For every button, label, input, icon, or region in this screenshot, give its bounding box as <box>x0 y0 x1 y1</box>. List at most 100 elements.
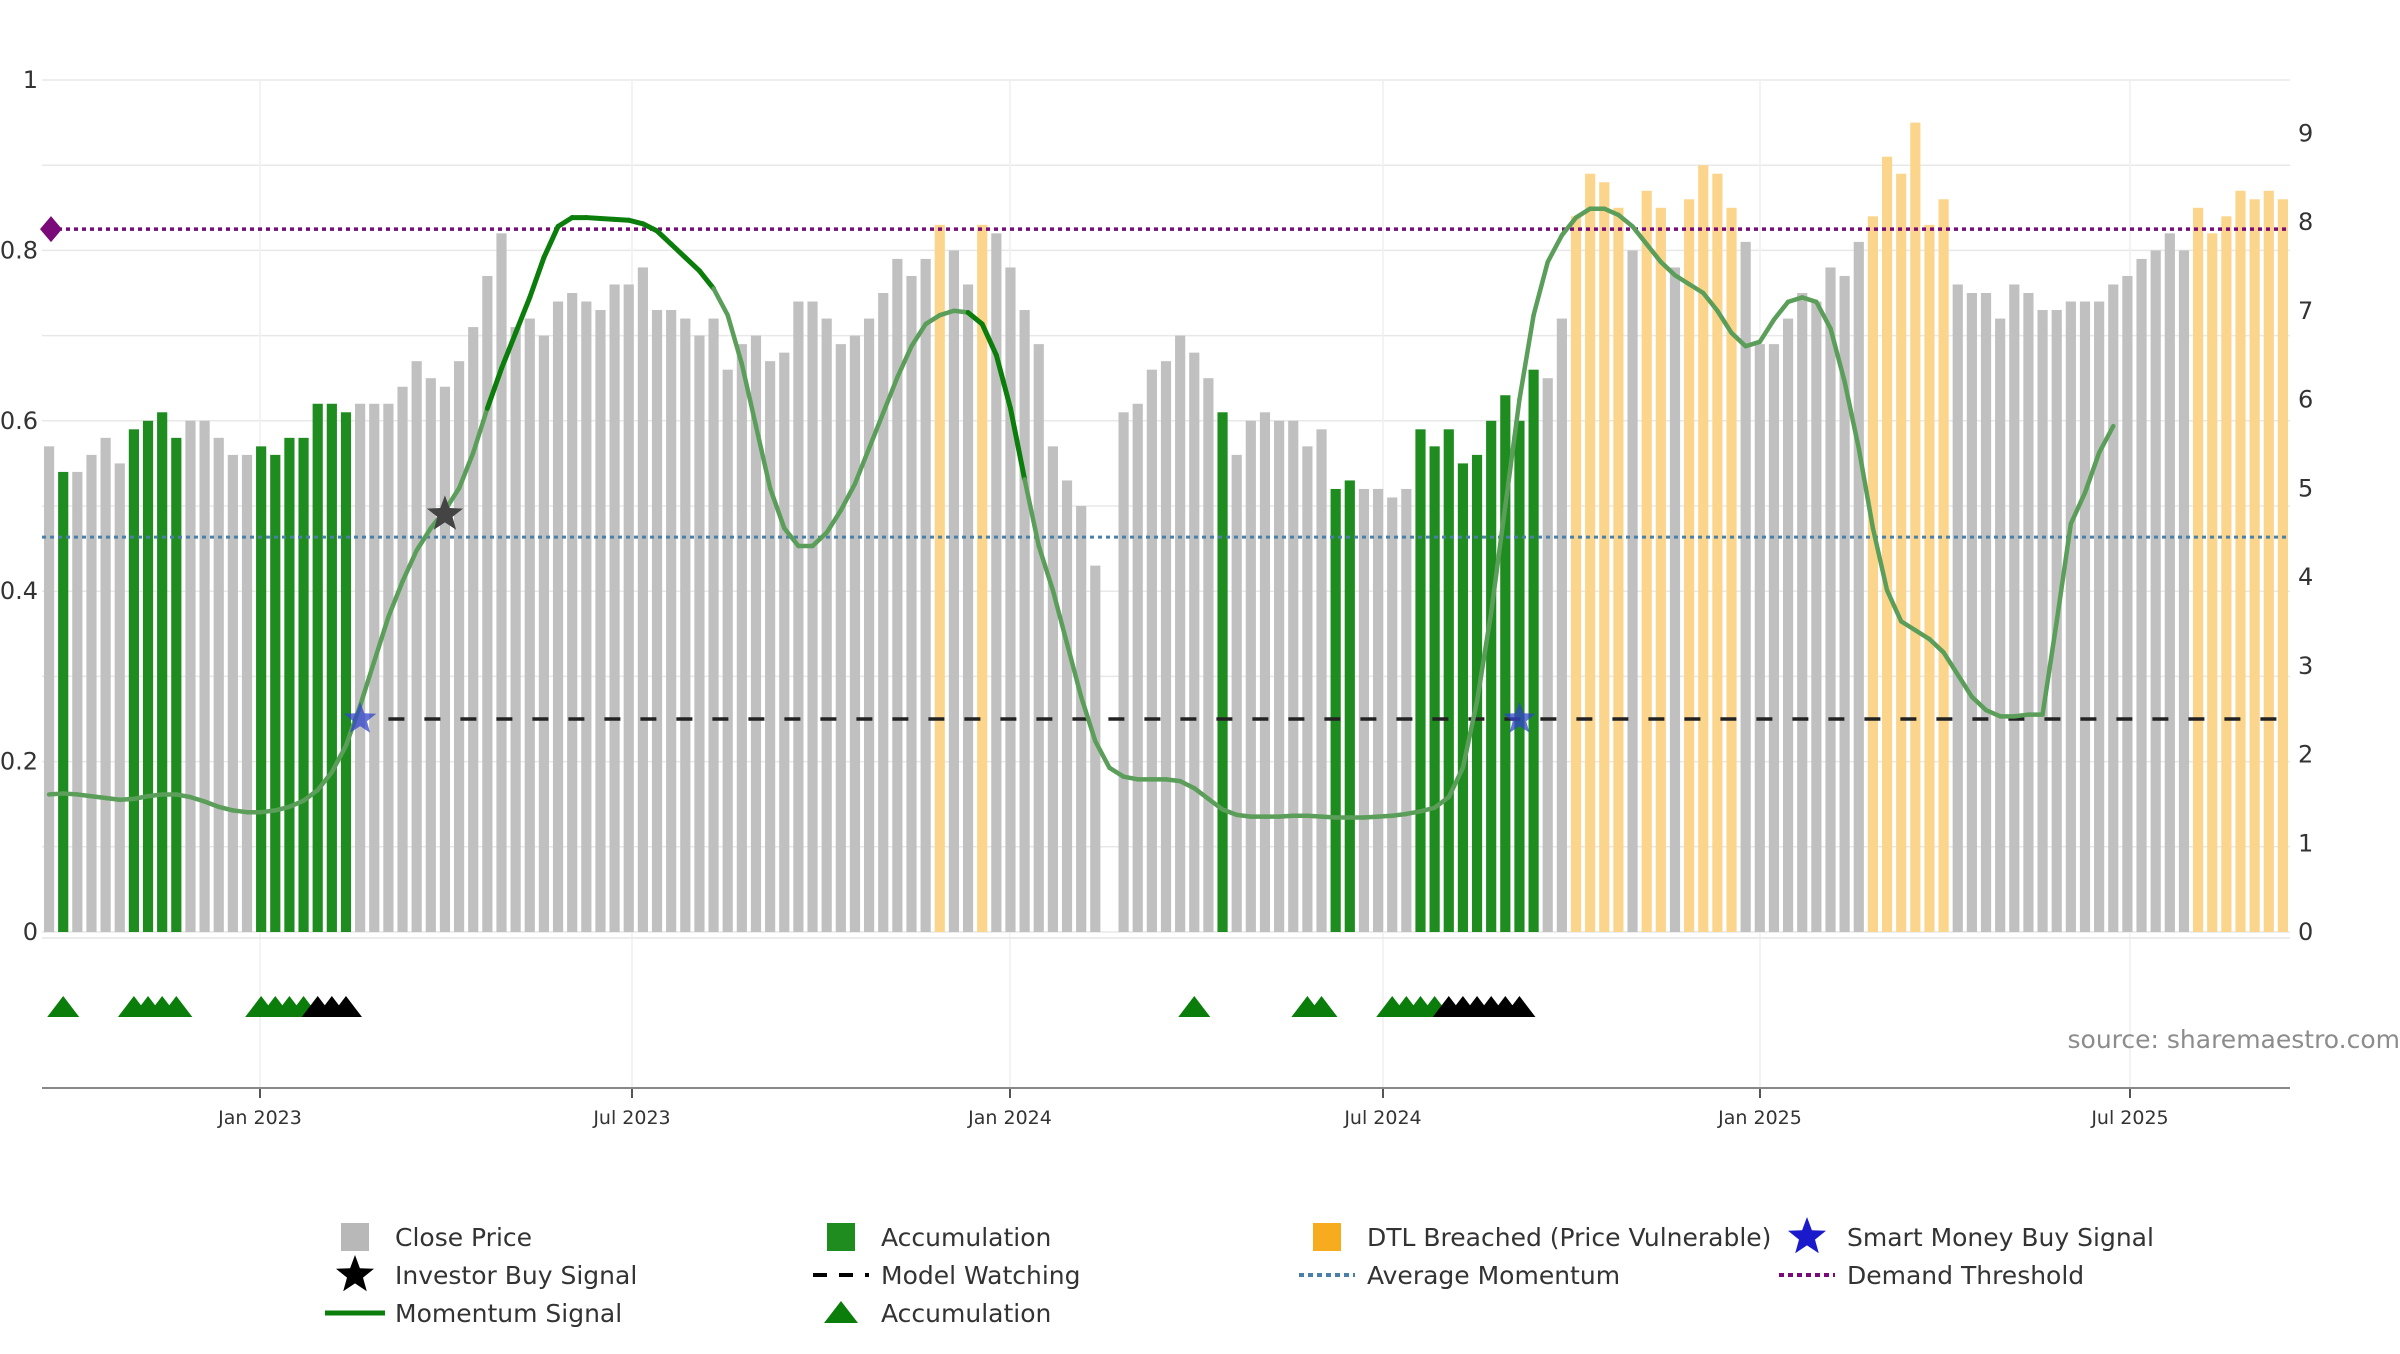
close-price-bar <box>595 310 605 932</box>
close-price-bar <box>624 284 634 932</box>
momentum-signal-segment <box>657 231 671 244</box>
accumulation-bar <box>313 404 323 932</box>
close-price-bar <box>1316 429 1326 932</box>
right-axis-label: 3 <box>2298 652 2313 680</box>
close-price-bar <box>383 404 393 932</box>
close-price-bar <box>850 336 860 932</box>
accumulation-bar <box>1514 421 1524 932</box>
close-price-bar <box>991 233 1001 932</box>
close-price-bar <box>793 302 803 932</box>
close-price-bar <box>2179 250 2189 932</box>
accumulation-bar <box>157 412 167 932</box>
close-price-bar <box>482 276 492 932</box>
close-price-bar <box>949 250 959 932</box>
accumulation-bar <box>256 446 266 932</box>
close-price-bar <box>567 293 577 932</box>
close-price-bar <box>1543 378 1553 932</box>
dtl-breached-bar <box>1585 174 1595 932</box>
dtl-breached-bar <box>1910 123 1920 932</box>
dtl-breached-bar <box>1571 216 1581 932</box>
close-price-bar <box>440 387 450 932</box>
x-tick-label: Jan 2023 <box>217 1107 302 1129</box>
accumulation-bar <box>1458 463 1468 932</box>
legend-square-swatch <box>1313 1223 1341 1251</box>
dtl-breached-bar <box>1882 157 1892 932</box>
close-price-bar <box>242 455 252 932</box>
legend-square-swatch <box>341 1223 369 1251</box>
close-price-bar <box>652 310 662 932</box>
close-price-bar <box>2066 302 2076 932</box>
close-price-bar <box>454 361 464 932</box>
close-price-bar <box>496 233 506 932</box>
legend-label: Accumulation <box>881 1223 1051 1252</box>
accumulation-triangles <box>47 996 1535 1017</box>
close-price-bar <box>101 438 111 932</box>
dtl-breached-bar <box>1726 208 1736 932</box>
accumulation-bar <box>143 421 153 932</box>
close-price-bar <box>426 378 436 932</box>
accumulation-bar <box>284 438 294 932</box>
close-price-bar <box>1953 284 1963 932</box>
close-price-bar <box>765 361 775 932</box>
legend-star-icon <box>336 1255 374 1291</box>
momentum-signal-segment <box>1534 262 1548 315</box>
close-price-bar <box>779 353 789 932</box>
close-price-bar <box>115 463 125 932</box>
momentum-signal-segment <box>714 289 728 316</box>
left-axis-label: 0.6 <box>0 407 38 435</box>
close-price-bar <box>921 259 931 932</box>
close-price-bar <box>1401 489 1411 932</box>
x-tick-label: Jul 2023 <box>592 1107 670 1129</box>
close-price-bar <box>2122 276 2132 932</box>
close-price-bar <box>1175 336 1185 932</box>
close-price-bar <box>2080 302 2090 932</box>
x-tick-label: Jul 2025 <box>2090 1107 2168 1129</box>
legend-label: Smart Money Buy Signal <box>1847 1223 2154 1252</box>
close-price-bar <box>1769 344 1779 932</box>
dtl-breached-bar <box>1599 182 1609 932</box>
dtl-breached-bar <box>2278 199 2288 932</box>
right-axis-label: 5 <box>2298 474 2313 502</box>
accumulation-bar <box>1331 489 1341 932</box>
close-price-bar <box>680 319 690 932</box>
accumulation-bar <box>1415 429 1425 932</box>
close-price-bar <box>214 438 224 932</box>
legend-label: Demand Threshold <box>1847 1261 2084 1290</box>
dtl-breached-bar <box>1698 165 1708 932</box>
right-axis-label: 6 <box>2298 386 2313 414</box>
close-price-bar <box>525 319 535 932</box>
legend-label: Accumulation <box>881 1299 1051 1328</box>
close-price-bar <box>1161 361 1171 932</box>
legend-label: Investor Buy Signal <box>395 1261 637 1290</box>
close-price-bar <box>1246 421 1256 932</box>
close-price-bar <box>1670 267 1680 932</box>
dtl-breached-bar <box>1924 225 1934 932</box>
accumulation-bar <box>1529 370 1539 932</box>
close-price-bar <box>511 327 521 932</box>
legend-label: Average Momentum <box>1367 1261 1620 1290</box>
accumulation-bar <box>129 429 139 932</box>
left-axis-label: 0.2 <box>0 748 38 776</box>
dtl-breached-bar <box>1656 208 1666 932</box>
accumulation-bar <box>58 472 68 932</box>
legend-triangle-icon <box>824 1301 858 1323</box>
close-price-bar <box>1981 293 1991 932</box>
momentum-signal-segment <box>544 226 558 257</box>
close-price-bar <box>1147 370 1157 932</box>
close-price-bar <box>86 455 96 932</box>
legend-label: DTL Breached (Price Vulnerable) <box>1367 1223 1771 1252</box>
accumulation-bar <box>341 412 351 932</box>
dtl-breached-bar <box>2235 191 2245 932</box>
accumulation-bar <box>1444 429 1454 932</box>
close-price-bar <box>1797 293 1807 932</box>
close-price-bar <box>1755 344 1765 932</box>
accumulation-bar <box>1430 446 1440 932</box>
close-price-bar <box>200 421 210 932</box>
close-price-bar <box>2023 293 2033 932</box>
close-price-bar <box>2108 284 2118 932</box>
dtl-breached-bar <box>1868 216 1878 932</box>
dtl-breached-bar <box>2207 233 2217 932</box>
legend-label: Model Watching <box>881 1261 1081 1290</box>
close-price-bar <box>1302 446 1312 932</box>
